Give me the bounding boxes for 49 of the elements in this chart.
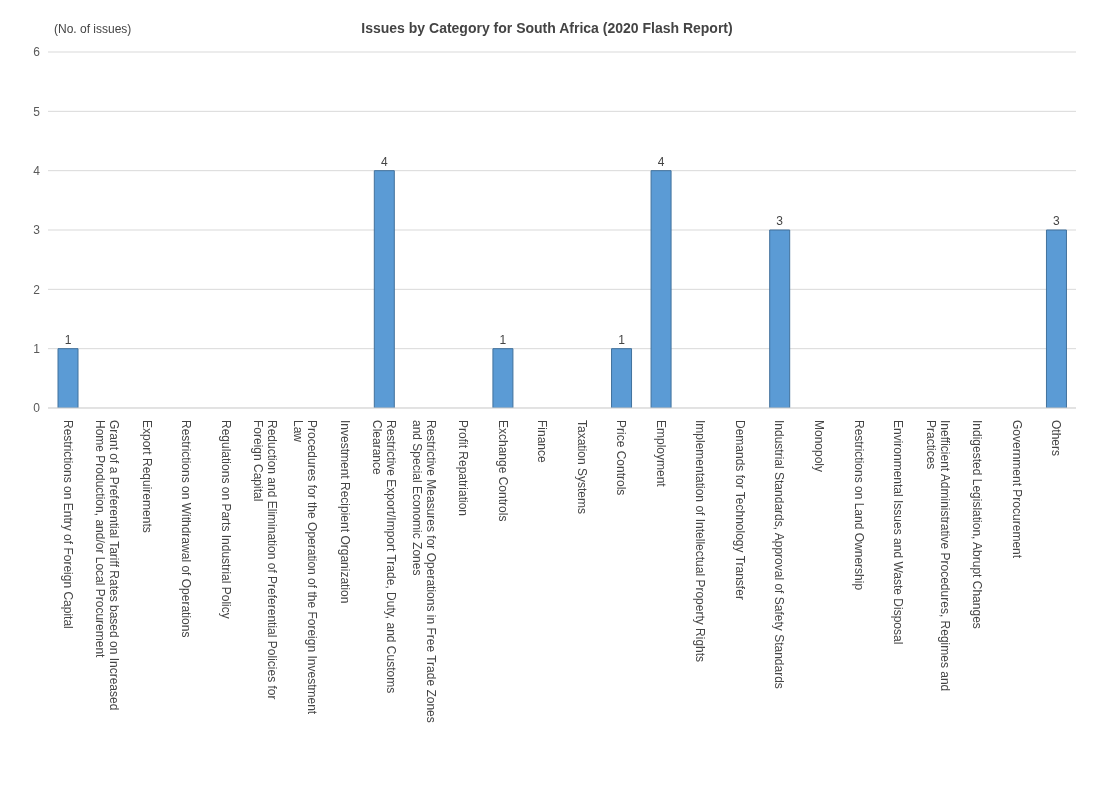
data-label: 1 xyxy=(618,332,626,347)
y-tick-label: 1 xyxy=(33,341,41,356)
bar xyxy=(373,170,395,408)
x-tick-label: Export Requirements xyxy=(139,420,154,533)
x-tick-label: Indigested Legislation, Abrupt Changes xyxy=(970,420,985,629)
x-tick-label: Monopoly xyxy=(812,420,826,473)
x-tick-label: Exchange Controls xyxy=(495,420,510,522)
data-label: 4 xyxy=(657,154,665,169)
x-tick-label: Industrial Standards, Approval of Safety Standards xyxy=(772,420,787,689)
x-tick-label: Inefficient Administrative Procedures, Regimes and Practices xyxy=(923,420,952,692)
data-label: 1 xyxy=(64,332,72,347)
y-axis-title: (No. of issues) xyxy=(54,22,132,36)
x-tick-label: Restrictive Export/Import Trade, Duty, and Customs Clearance xyxy=(370,420,399,694)
data-label: 3 xyxy=(776,214,784,228)
x-tick-label: Restrictions on Withdrawal of Operations xyxy=(179,420,194,638)
y-tick-label: 3 xyxy=(33,223,41,238)
x-tick-label: Environmental Issues and Waste Disposal xyxy=(891,420,906,645)
bar xyxy=(57,348,79,408)
data-label: 1 xyxy=(499,332,507,347)
x-tick-label: Reduction and Elimination of Preferential Policies for Foreign Capital xyxy=(251,420,280,700)
bar xyxy=(492,348,514,408)
x-tick-label: Price Controls xyxy=(614,420,629,496)
y-tick-label: 0 xyxy=(33,401,41,416)
y-tick-label: 4 xyxy=(33,163,41,178)
x-tick-label: Implementation of Intellectual Property Rights xyxy=(693,420,708,663)
x-tick-label: Regulations on Parts Industrial Policy xyxy=(218,420,233,619)
bar xyxy=(611,348,633,408)
x-tick-label: Taxation Systems xyxy=(574,420,589,515)
x-tick-label: Government Procurement xyxy=(1009,420,1024,559)
data-label: 4 xyxy=(380,154,388,169)
y-tick-label: 5 xyxy=(33,104,41,119)
x-tick-label: Demands for Technology Transfer xyxy=(732,420,747,600)
x-tick-label: Restrictive Measures for Operations in Free Trade Zones and Special Economic Zones xyxy=(409,420,438,723)
data-label: 3 xyxy=(1053,214,1061,228)
x-tick-label: Grant of a Preferential Tariff Rates based on Increased Home Production, and/or Local Procurement xyxy=(93,420,122,711)
bar xyxy=(1045,229,1067,408)
x-tick-label: Restrictions on Land Ownership xyxy=(851,420,866,591)
chart-title: Issues by Category for South Africa (2020 Flash Report) xyxy=(361,20,733,36)
x-tick-label: Restrictions on Entry of Foreign Capital xyxy=(60,420,75,629)
x-tick-label: Employment xyxy=(653,420,668,488)
y-tick-label: 2 xyxy=(33,282,41,297)
bar xyxy=(769,229,791,408)
x-tick-label: Others xyxy=(1049,420,1064,457)
x-tick-label: Investment Recipient Organization xyxy=(337,420,352,604)
y-tick-label: 6 xyxy=(33,45,41,60)
x-tick-label: Finance xyxy=(535,420,550,464)
x-tick-label: Profit Repatriation xyxy=(456,420,471,517)
bar xyxy=(650,170,672,408)
x-tick-label: Procedures for the Operation of the Foreign Investment Law xyxy=(291,420,319,715)
